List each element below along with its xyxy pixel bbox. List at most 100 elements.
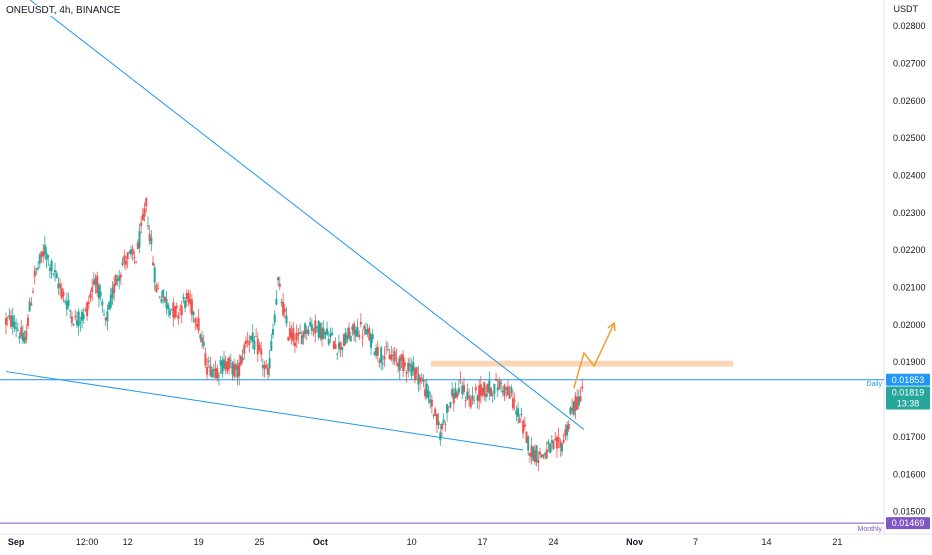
candle-up bbox=[37, 267, 40, 269]
candle-down bbox=[413, 368, 416, 380]
candle-down bbox=[216, 367, 219, 379]
candle-down bbox=[506, 386, 509, 396]
candle-up bbox=[250, 335, 253, 340]
candle-up bbox=[146, 225, 149, 227]
time-tick-label: Oct bbox=[313, 537, 328, 547]
candle-down bbox=[265, 364, 268, 368]
candle-down bbox=[342, 333, 345, 346]
candle-down bbox=[557, 436, 560, 442]
candle-down bbox=[562, 439, 565, 443]
candle-down bbox=[395, 357, 398, 359]
candle-up bbox=[336, 353, 339, 355]
price-tick-label: 0.02600 bbox=[893, 96, 926, 106]
price-tick-label: 0.01900 bbox=[893, 357, 926, 367]
candle-up bbox=[344, 332, 347, 344]
candle-up bbox=[150, 237, 153, 245]
candle-down bbox=[430, 399, 433, 407]
candle-up bbox=[223, 359, 225, 369]
time-tick-label: 19 bbox=[194, 537, 204, 547]
candle-down bbox=[140, 222, 143, 227]
candle-down bbox=[490, 387, 493, 397]
candle-up bbox=[380, 347, 383, 363]
candle-down bbox=[238, 362, 241, 377]
candle-up bbox=[253, 340, 256, 350]
candle-down bbox=[136, 242, 139, 250]
candle-down bbox=[400, 354, 403, 361]
candle-down bbox=[283, 308, 286, 312]
candle-down bbox=[180, 305, 183, 315]
candle-down bbox=[435, 413, 438, 426]
candle-down bbox=[10, 315, 13, 327]
candle-up bbox=[15, 327, 18, 330]
candle-down bbox=[419, 377, 422, 383]
candle-down bbox=[579, 396, 582, 401]
symbol-title: ONEUSDT, 4h, BINANCE bbox=[4, 5, 123, 16]
time-tick-label: 14 bbox=[761, 537, 771, 547]
time-tick-label: Nov bbox=[626, 537, 643, 547]
candle-up bbox=[331, 332, 334, 336]
candle-up bbox=[212, 369, 215, 371]
candle-up bbox=[153, 267, 156, 283]
candle-down bbox=[321, 327, 324, 340]
candle-down bbox=[89, 293, 92, 298]
candle-up bbox=[138, 231, 141, 248]
candle-up bbox=[268, 358, 271, 369]
candle-up bbox=[532, 447, 535, 462]
candle-up bbox=[442, 419, 445, 423]
candle-down bbox=[459, 379, 462, 381]
candle-down bbox=[25, 330, 28, 340]
daily-level-label: Daily bbox=[866, 381, 882, 388]
candle-down bbox=[353, 323, 356, 335]
time-axis[interactable]: Sep 12:00 12 19 25 Oct 10 17 24 Nov 7 14 21 bbox=[8, 537, 843, 547]
candle-down bbox=[233, 364, 236, 377]
candle-up bbox=[432, 414, 435, 416]
candle-down bbox=[530, 445, 533, 458]
candle-up bbox=[28, 301, 31, 312]
candle-down bbox=[190, 299, 193, 316]
candle-down bbox=[539, 451, 542, 455]
candle-up bbox=[16, 329, 19, 331]
candle-down bbox=[525, 431, 528, 443]
candle-down bbox=[141, 213, 144, 221]
candle-up bbox=[550, 440, 553, 444]
candle-countdown: 13:38 bbox=[897, 398, 920, 408]
price-tick-label: 0.02800 bbox=[893, 21, 926, 31]
price-axis[interactable]: 0.02800 0.02700 0.02600 0.02500 0.02400 0.023… bbox=[886, 21, 930, 530]
candle-down bbox=[495, 378, 498, 381]
candle-down bbox=[469, 398, 472, 408]
candle-down bbox=[133, 257, 136, 259]
time-tick-label: 21 bbox=[832, 537, 842, 547]
candle-down bbox=[204, 353, 207, 366]
grid-lines bbox=[0, 0, 932, 535]
candle-down bbox=[6, 317, 9, 319]
price-tick-label: 0.02000 bbox=[893, 320, 926, 330]
candle-up bbox=[454, 388, 457, 398]
candle-up bbox=[569, 407, 572, 415]
candle-down bbox=[415, 367, 418, 375]
candle-up bbox=[572, 401, 575, 415]
candle-down bbox=[378, 360, 381, 363]
candle-down bbox=[246, 340, 249, 342]
candle-down bbox=[359, 321, 362, 325]
projection-arrow bbox=[573, 321, 616, 389]
candle-up bbox=[422, 379, 425, 382]
candle-down bbox=[361, 336, 364, 338]
candle-up bbox=[128, 252, 131, 254]
candle-down bbox=[255, 336, 258, 338]
candle-up bbox=[491, 394, 494, 396]
candle-down bbox=[59, 284, 62, 288]
price-tick-label: 0.01700 bbox=[893, 432, 926, 442]
candle-up bbox=[309, 322, 312, 326]
candle-down bbox=[260, 348, 263, 355]
candle-down bbox=[96, 275, 99, 294]
candle-down bbox=[537, 460, 540, 464]
candle-up bbox=[202, 341, 205, 347]
candle-up bbox=[471, 395, 474, 400]
candle-down bbox=[189, 298, 192, 304]
candle-up bbox=[65, 301, 68, 310]
monthly-price-badge bbox=[886, 517, 930, 530]
candle-up bbox=[386, 349, 389, 351]
candle-up bbox=[500, 382, 503, 384]
